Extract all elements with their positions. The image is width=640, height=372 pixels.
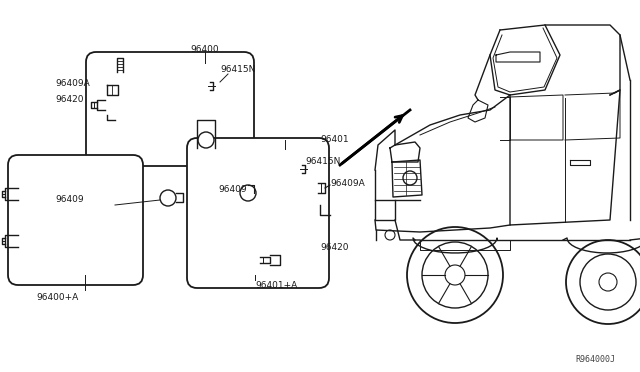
- Text: 96409A: 96409A: [330, 179, 365, 187]
- Circle shape: [403, 171, 417, 185]
- Text: 96409: 96409: [218, 186, 246, 195]
- Circle shape: [385, 230, 395, 240]
- Text: 96409A: 96409A: [55, 78, 90, 87]
- FancyBboxPatch shape: [86, 52, 254, 166]
- Text: 96415N: 96415N: [220, 65, 255, 74]
- Text: R964000J: R964000J: [575, 356, 615, 365]
- FancyBboxPatch shape: [8, 155, 143, 285]
- Circle shape: [240, 185, 256, 201]
- Text: 96401: 96401: [320, 135, 349, 144]
- Circle shape: [160, 190, 176, 206]
- Circle shape: [599, 273, 617, 291]
- Circle shape: [445, 265, 465, 285]
- Circle shape: [407, 227, 503, 323]
- Circle shape: [422, 242, 488, 308]
- Circle shape: [198, 132, 214, 148]
- Text: 96409: 96409: [55, 196, 84, 205]
- Circle shape: [580, 254, 636, 310]
- Text: 96400: 96400: [190, 45, 219, 55]
- Text: 96420: 96420: [55, 94, 83, 103]
- Text: 96420: 96420: [320, 244, 349, 253]
- FancyBboxPatch shape: [187, 138, 329, 288]
- Text: 96400+A: 96400+A: [36, 294, 78, 302]
- Text: 96401+A: 96401+A: [255, 280, 297, 289]
- Text: 96415N: 96415N: [305, 157, 340, 167]
- Circle shape: [566, 240, 640, 324]
